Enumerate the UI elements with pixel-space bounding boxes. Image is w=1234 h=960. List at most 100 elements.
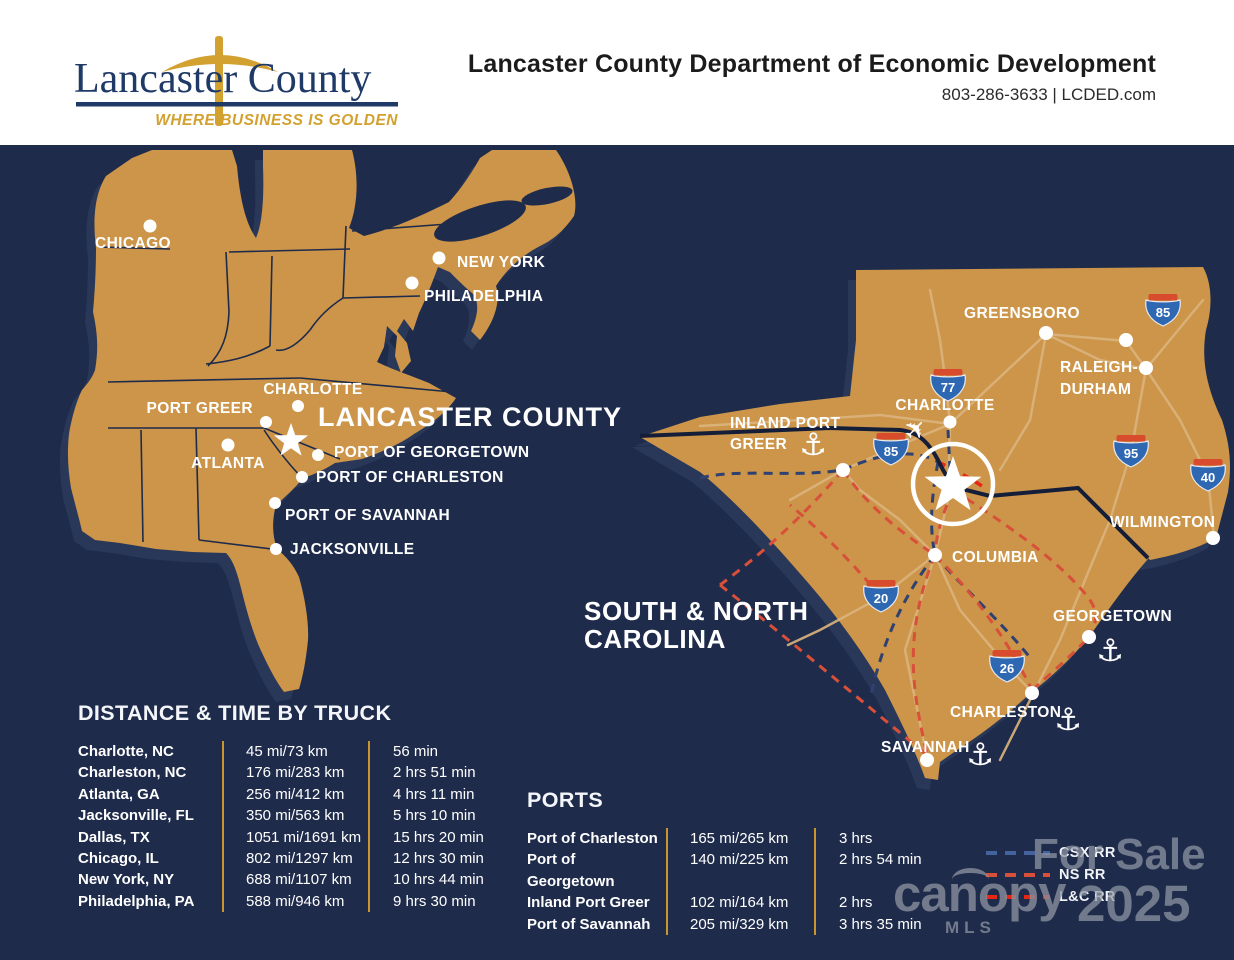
interstate-shield-26: 26 [989,650,1025,683]
interstate-shield-85-sc: 85 [873,433,909,466]
dot-charlotte [292,400,304,412]
anchor-icon-savannah: ⚓ [966,737,994,773]
label-columbia: COLUMBIA [952,549,1039,566]
table-row: Philadelphia, PA 588 mi/946 km 9 hrs 30 mi… [78,890,508,913]
dot-columbia [928,548,942,562]
lc-dash-swatch [986,895,1050,899]
dot-philadelphia [405,276,419,290]
table-row: Port of Georgetown 140 mi/225 km 2 hrs 54 … [527,849,947,893]
table-row: Charlotte, NC 45 mi/73 km 56 min [78,741,508,763]
lake-erie [434,200,526,242]
ns-dash-swatch [986,873,1050,877]
label-georgetown: GEORGETOWN [1053,608,1172,625]
rail-legend: CSX RR NS RR L&C RR [984,842,1116,908]
interstate-shield-20: 20 [863,580,899,613]
interstate-shield-77: 77 [930,369,966,402]
label-charlotte-nc: CHARLOTTE [895,397,994,414]
label-philadelphia: PHILADELPHIA [424,288,543,305]
label-greensboro: GREENSBORO [964,305,1080,322]
svg-text:26: 26 [1000,661,1014,676]
dot-port-of-savannah [269,497,281,509]
anchor-icon-greer: ⚓ [799,427,827,463]
svg-text:85: 85 [1156,305,1170,320]
dot-durham [1139,361,1153,375]
svg-text:20: 20 [874,591,888,606]
label-port-greer: PORT GREER [147,400,253,417]
map-canvas: CHICAGO NEW YORK PHILADELPHIA CHARLOTTE … [59,150,1230,790]
lancaster-circle [910,441,996,527]
table-row: Atlanta, GA 256 mi/412 km 4 hrs 11 min [78,783,508,806]
header: Lancaster County WHERE BUSINESS IS GOLDE… [0,0,1234,145]
interstate-shield-85-nc: 85 [1145,294,1181,327]
legend-row-ns: NS RR [984,864,1116,886]
landmass [67,150,576,692]
label-raleigh: RALEIGH- [1060,359,1138,376]
table-row: Port of Savannah 205 mi/329 km 3 hrs 35 mi… [527,913,947,936]
table-row: Port of Charleston 165 mi/265 km 3 hrs [527,828,947,850]
label-inland-port: INLAND PORT [730,415,840,432]
south-carolina-land [640,429,1148,780]
dot-inland-port-greer [836,463,850,477]
interstate-shield-40: 40 [1190,459,1226,492]
label-greer: GREER [730,436,787,453]
table-row: Dallas, TX 1051 mi/1691 km 15 hrs 20 min [78,826,508,849]
table-row: Charleston, NC 176 mi/283 km 2 hrs 51 min [78,762,508,784]
ns-rail-lines [719,469,1098,757]
interstate-shield-95: 95 [1113,435,1149,468]
dot-new-york [432,251,446,265]
right-map-carolinas: 85 77 85 95 40 [584,267,1230,790]
table-row: Chicago, IL 802 mi/1297 km 12 hrs 30 min [78,848,508,870]
page-title: Lancaster County Department of Economic … [467,50,1156,78]
label-port-of-georgetown: PORT OF GEORGETOWN [334,444,530,461]
logo-underline [76,102,398,107]
ports-table-rows: Port of Charleston 165 mi/265 km 3 hrs Por… [527,828,947,936]
csx-dash-swatch [986,851,1050,855]
legend-row-lc: L&C RR [984,886,1116,908]
dot-port-of-charleston [296,471,308,483]
legend-label-ns: NS RR [1059,867,1106,883]
legend-row-csx: CSX RR [984,842,1116,864]
dot-charlotte-nc [943,415,957,429]
dot-georgetown [1082,630,1096,644]
label-lancaster-county: LANCASTER COUNTY [318,402,622,432]
label-jacksonville: JACKSONVILLE [290,541,415,558]
label-new-york: NEW YORK [457,254,546,271]
dot-greensboro [1039,326,1053,340]
label-wilmington: WILMINGTON [1110,514,1215,531]
dot-port-greer [260,416,272,428]
dot-wilmington [1206,531,1220,545]
label-charlotte: CHARLOTTE [263,381,362,398]
legend-label-csx: CSX RR [1059,845,1116,861]
table-row: Jacksonville, FL 350 mi/563 km 5 hrs 10 mi… [78,805,508,827]
label-savannah: SAVANNAH [881,739,970,756]
distance-time-table: DISTANCE & TIME BY TRUCK Charlotte, NC 45… [78,701,508,913]
interstate-shields: 85 77 85 95 40 [863,294,1226,683]
anchor-icon-charleston: ⚓ [1054,702,1082,738]
left-map-eastern-us: CHICAGO NEW YORK PHILADELPHIA CHARLOTTE … [59,150,622,702]
label-durham: DURHAM [1060,381,1131,398]
dot-chicago [143,219,157,233]
svg-text:77: 77 [941,380,955,395]
svg-text:40: 40 [1201,470,1215,485]
distance-table-rows: Charlotte, NC 45 mi/73 km 56 min Charlesto… [78,741,508,913]
ports-table-title: PORTS [527,788,604,812]
distance-table-title: DISTANCE & TIME BY TRUCK [78,701,392,725]
label-atlanta: ATLANTA [191,455,265,472]
legend-label-lc: L&C RR [1059,889,1116,905]
lc-rail-line [937,460,986,490]
right-map-city-dots [836,326,1220,767]
label-south-north: SOUTH & NORTH [584,596,808,626]
dot-raleigh [1119,333,1133,347]
state-borders [97,223,453,551]
label-carolina: CAROLINA [584,624,726,654]
label-port-of-savannah: PORT OF SAVANNAH [285,507,450,524]
table-row: New York, NY 688 mi/1107 km 10 hrs 44 min [78,869,508,891]
dot-savannah [920,753,934,767]
dot-jacksonville [270,543,282,555]
dot-atlanta [221,438,235,452]
label-chicago: CHICAGO [95,235,171,252]
contact-info: 803-286-3633 | LCDED.com [941,85,1156,104]
lancaster-county-logo: Lancaster County WHERE BUSINESS IS GOLDE… [74,36,398,129]
label-charleston-sc: CHARLESTON [950,704,1061,721]
dot-port-of-georgetown [312,449,324,461]
